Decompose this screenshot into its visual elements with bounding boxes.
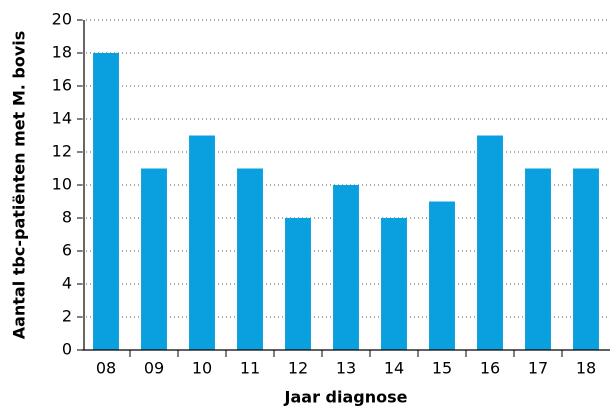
x-tick-label: 14 — [384, 359, 404, 378]
x-tick-label: 17 — [528, 359, 548, 378]
y-tick-label: 16 — [52, 76, 72, 95]
y-tick-label: 10 — [52, 175, 72, 194]
y-tick-label: 4 — [62, 274, 72, 293]
y-tick-label: 2 — [62, 307, 72, 326]
x-tick-label: 15 — [432, 359, 452, 378]
bar — [381, 218, 407, 350]
y-tick-label: 14 — [52, 109, 72, 128]
y-tick-label: 0 — [62, 340, 72, 359]
x-tick-label: 12 — [288, 359, 308, 378]
bar — [285, 218, 311, 350]
bar — [141, 168, 167, 350]
x-tick-label: 08 — [96, 359, 116, 378]
y-axis-title: Aantal tbc-patiënten met M. bovis — [10, 31, 29, 340]
y-tick-label: 6 — [62, 241, 72, 260]
x-tick-label: 11 — [240, 359, 260, 378]
bar — [429, 201, 455, 350]
bar — [93, 53, 119, 350]
bar — [573, 168, 599, 350]
y-tick-label: 18 — [52, 43, 72, 62]
y-tick-label: 8 — [62, 208, 72, 227]
bar — [189, 135, 215, 350]
x-tick-label: 18 — [576, 359, 596, 378]
bar — [237, 168, 263, 350]
bar — [477, 135, 503, 350]
x-tick-label: 09 — [144, 359, 164, 378]
y-tick-label: 12 — [52, 142, 72, 161]
x-axis-title: Jaar diagnose — [284, 388, 408, 407]
bar — [333, 185, 359, 350]
y-tick-label: 20 — [52, 10, 72, 29]
x-tick-label: 10 — [192, 359, 212, 378]
x-tick-label: 13 — [336, 359, 356, 378]
bar — [525, 168, 551, 350]
x-tick-label: 16 — [480, 359, 500, 378]
